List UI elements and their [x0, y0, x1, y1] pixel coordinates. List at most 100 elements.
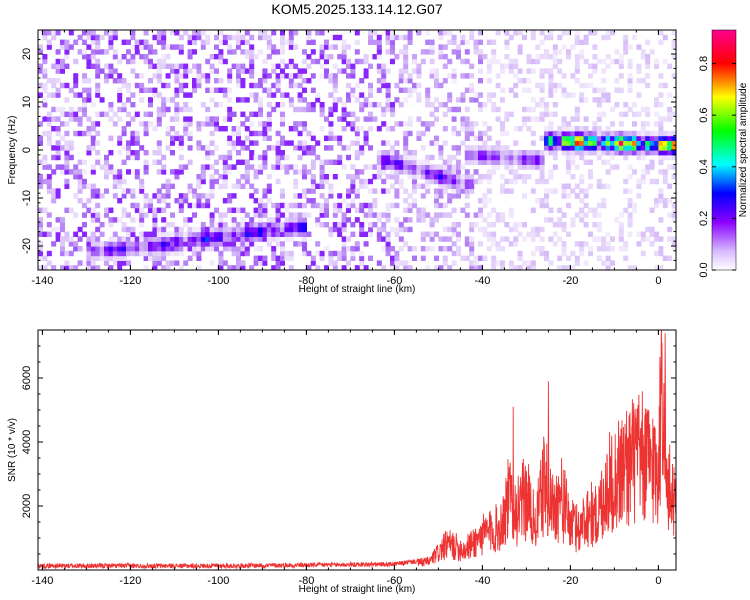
heatmap-cell — [610, 135, 615, 141]
heatmap-cell — [473, 265, 479, 270]
heatmap-cell — [240, 207, 246, 213]
heatmap-cell — [398, 178, 404, 185]
heatmap-cell — [632, 265, 637, 270]
heatmap-cell — [605, 140, 611, 146]
heatmap-cell — [332, 106, 338, 113]
heatmap-cell — [671, 135, 676, 141]
heatmap-cell — [222, 169, 228, 175]
heatmap-cell — [588, 130, 593, 137]
heatmap-cell — [447, 30, 453, 36]
heatmap-cell — [227, 246, 233, 252]
heatmap-cell — [420, 236, 426, 242]
heatmap-cell — [605, 130, 611, 137]
heatmap-cell — [403, 159, 409, 165]
heatmap-cell — [108, 236, 114, 242]
heatmap-cell — [627, 231, 633, 237]
heatmap-cell — [623, 154, 629, 161]
heatmap-cell — [363, 130, 369, 137]
heatmap-cell — [539, 246, 545, 252]
heatmap-cell — [183, 68, 189, 74]
heatmap-cell — [645, 130, 651, 137]
heatmap-cell — [522, 78, 527, 84]
heatmap-cell — [104, 207, 109, 213]
heatmap-cell — [134, 150, 140, 156]
heatmap-cell — [60, 169, 65, 175]
heatmap-cell — [178, 241, 184, 247]
heatmap-cell — [227, 236, 233, 242]
heatmap-cell — [161, 183, 167, 189]
heatmap-cell — [447, 97, 453, 103]
heatmap-cell — [354, 188, 360, 194]
heatmap-cell — [156, 34, 162, 41]
heatmap-cell — [108, 250, 114, 257]
heatmap-cell — [337, 54, 343, 60]
heatmap-cell — [385, 212, 391, 218]
heatmap-cell — [42, 231, 48, 237]
heatmap-cell — [319, 102, 325, 108]
heatmap-cell — [178, 44, 184, 50]
heatmap-cell — [46, 78, 52, 84]
heatmap-cell — [508, 154, 514, 161]
heatmap-cell — [544, 102, 549, 108]
heatmap-cell — [548, 54, 554, 60]
heatmap-cell — [398, 169, 404, 175]
heatmap-cell — [460, 174, 466, 180]
heatmap-cell — [451, 154, 457, 161]
heatmap-cell — [297, 97, 303, 103]
heatmap-cell — [77, 226, 83, 233]
heatmap-cell — [376, 87, 382, 93]
heatmap-cell — [209, 246, 215, 252]
heatmap-cell — [363, 183, 369, 189]
heatmap-cell — [548, 126, 554, 132]
heatmap-cell — [658, 140, 664, 146]
heatmap-cell — [368, 111, 373, 117]
heatmap-cell — [244, 164, 250, 170]
heatmap-cell — [174, 260, 180, 266]
heatmap-cell — [275, 87, 281, 93]
heatmap-cell — [601, 150, 607, 156]
heatmap-cell — [508, 164, 514, 170]
y-tick-label: 20 — [21, 48, 33, 60]
heatmap-cell — [368, 116, 373, 122]
heatmap-cell — [636, 150, 642, 156]
heatmap-cell — [658, 102, 664, 108]
heatmap-cell — [55, 63, 61, 69]
heatmap-cell — [456, 164, 461, 170]
heatmap-cell — [482, 198, 488, 204]
heatmap-cell — [99, 49, 105, 55]
heatmap-cell — [359, 226, 365, 233]
heatmap-cell — [447, 265, 453, 270]
heatmap-cell — [209, 54, 215, 60]
heatmap-cell — [561, 44, 567, 50]
heatmap-cell — [579, 178, 585, 185]
heatmap-cell — [596, 97, 602, 103]
heatmap-cell — [469, 154, 475, 161]
heatmap-cell — [429, 246, 435, 252]
heatmap-cell — [183, 236, 189, 242]
heatmap-cell — [209, 222, 215, 228]
x-tick-label: -20 — [562, 275, 578, 287]
heatmap-cell — [64, 154, 70, 161]
heatmap-cell — [55, 217, 61, 223]
heatmap-cell — [196, 193, 202, 199]
heatmap-cell — [236, 250, 241, 257]
heatmap-cell — [258, 246, 263, 252]
heatmap-cell — [482, 145, 488, 151]
heatmap-cell — [104, 260, 109, 266]
heatmap-cell — [310, 39, 316, 45]
heatmap-cell — [341, 246, 347, 252]
heatmap-cell — [222, 154, 228, 161]
heatmap-cell — [99, 164, 105, 170]
heatmap-cell — [464, 154, 470, 161]
heatmap-cell — [429, 236, 435, 242]
heatmap-cell — [579, 150, 585, 156]
heatmap-cell — [143, 193, 149, 199]
heatmap-cell — [618, 231, 624, 237]
heatmap-cell — [552, 130, 558, 137]
heatmap-cell — [284, 92, 290, 98]
heatmap-cell — [139, 222, 145, 228]
heatmap-cell — [130, 135, 136, 141]
heatmap-cell — [341, 250, 347, 257]
heatmap-cell — [438, 202, 444, 209]
heatmap-cell — [403, 121, 409, 127]
